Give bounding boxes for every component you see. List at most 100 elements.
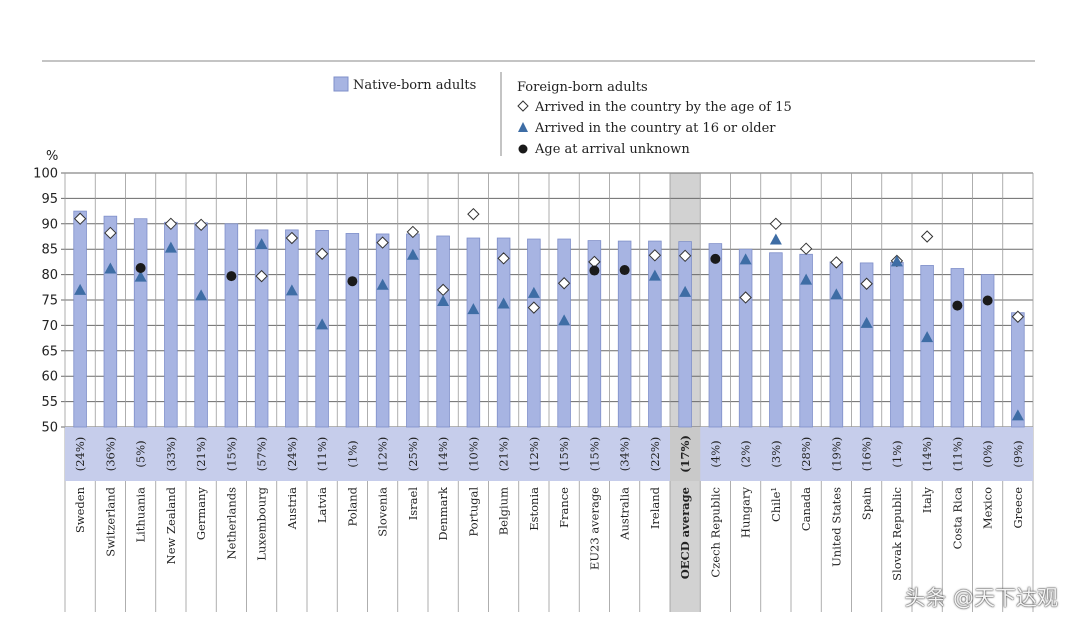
triangle-marker [1011,409,1024,421]
triangle-marker [74,283,87,295]
bar-france [557,238,571,428]
diamond-marker [255,269,268,283]
diamond-marker [678,249,692,263]
category-label: Hungary [739,487,753,539]
y-tick-label: 80 [41,268,58,283]
circle-marker [347,276,358,287]
legend-arrived-16-older: Arrived in the country at 16 or older [534,121,776,136]
share-label: (21%) [194,437,208,472]
diamond-marker [285,231,299,245]
share-label: (15%) [224,437,238,472]
category-label: Czech Republic [708,487,722,578]
category-label: OECD average [678,487,692,579]
bar-lithuania [133,218,148,428]
legend-native-swatch [333,76,349,92]
bar-eu23-average [587,240,602,428]
bar-switzerland [103,215,118,428]
category-label: Slovak Republic [890,487,904,581]
share-label: (33%) [164,437,178,472]
triangle-marker [830,288,843,300]
bar-australia [617,240,632,428]
bar-chile- [769,252,783,428]
category-label: France [557,487,571,528]
category-label: Greece [1011,487,1025,529]
share-label: (25%) [406,437,420,472]
diamond-marker [376,236,389,249]
bar-ireland [648,240,662,428]
share-label: (24%) [285,437,299,472]
triangle-marker [860,316,873,328]
triangle-marker [406,248,419,260]
category-label: Poland [345,486,359,526]
category-label: New Zealand [164,486,178,564]
circle-marker [589,265,600,276]
share-label: (0%) [981,440,995,467]
triangle-marker [739,253,752,265]
triangle-marker [376,278,389,290]
category-label: Chile¹ [769,487,783,522]
category-label: Latvia [315,487,329,523]
triangle-marker [679,285,692,297]
circle-marker [135,262,146,273]
triangle-marker [316,318,329,330]
category-label: Israel [406,487,420,521]
diamond-marker [799,242,813,255]
y-tick-label: 60 [41,370,58,385]
triangle-marker [134,270,147,282]
category-label: Sweden [73,486,87,533]
share-label: (14%) [920,437,934,472]
diamond-marker [315,247,329,260]
category-label: Mexico [981,487,995,529]
diamond-marker [104,226,117,240]
y-tick-label: 55 [41,395,58,410]
triangle-marker [104,262,117,274]
category-label: Belgium [497,487,511,535]
share-label: (19%) [829,437,843,472]
y-tick-label: 95 [41,192,58,207]
triangle-marker [800,273,813,285]
legend-triangle-icon [518,122,528,132]
legend-diamond-icon [517,100,529,112]
share-label: (36%) [103,437,117,472]
category-label: Ireland [648,486,662,529]
triangle-marker [648,269,661,281]
category-label: Portugal [466,487,480,537]
category-label: Switzerland [103,486,117,556]
category-label: Italy [920,487,934,514]
triangle-marker [164,241,177,253]
share-band [65,427,1033,481]
share-label: (16%) [860,437,874,472]
bar-united-states [829,261,844,428]
circle-marker [226,271,237,282]
bar-luxembourg [254,229,269,428]
bar-portugal [466,237,481,428]
bar-sweden [73,210,87,428]
share-label: (10%) [466,437,480,472]
category-label: Australia [618,487,632,541]
y-tick-label: 70 [41,319,58,334]
bar-hungary [738,248,753,428]
share-label: (1%) [345,440,359,467]
triangle-marker [195,289,208,301]
triangle-marker [467,303,480,315]
circle-marker [710,253,721,264]
bar-israel [406,233,420,428]
share-label: (4%) [708,440,722,467]
bar-austria [285,229,299,428]
triangle-marker [558,314,571,326]
category-label: Costa Rica [950,487,964,550]
share-label: (9%) [1011,440,1025,467]
category-label: Estonia [527,487,541,531]
bar-oecd-average [678,241,692,428]
category-label: Luxembourg [255,486,269,560]
share-label: (15%) [557,437,571,472]
diamond-marker [73,212,87,225]
bar-poland [345,233,360,428]
diamond-marker [557,277,571,290]
circle-marker [952,300,963,311]
share-label: (24%) [73,437,87,472]
category-label: EU23 average [587,487,601,570]
legend-age-unknown: Age at arrival unknown [534,142,690,157]
bar-costa-rica [950,268,965,428]
